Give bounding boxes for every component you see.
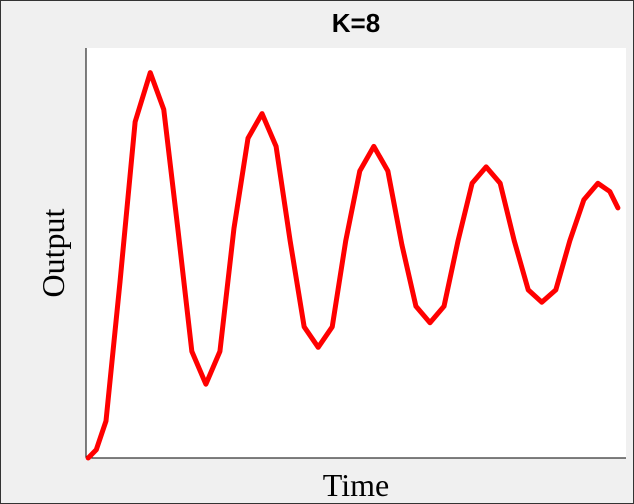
plot-area <box>86 48 626 458</box>
line-series <box>85 70 621 461</box>
x-axis-label: Time <box>323 467 389 503</box>
chart-title: K=8 <box>332 8 380 38</box>
y-axis-label: Output <box>35 208 71 297</box>
